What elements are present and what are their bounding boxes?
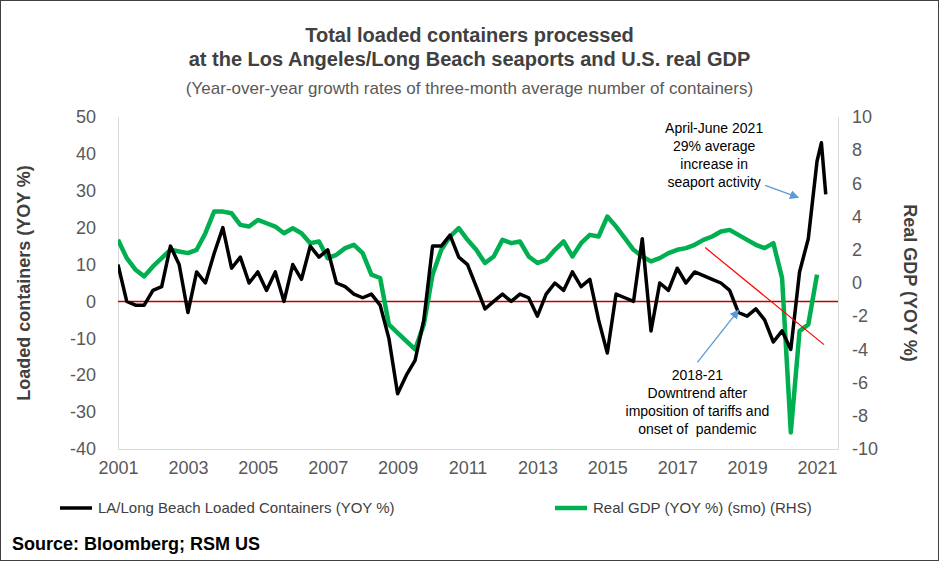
tick-label: 6 xyxy=(852,174,862,194)
axis-line xyxy=(119,449,839,450)
annotation-arrow xyxy=(697,310,738,362)
tick-label: -2 xyxy=(852,306,868,326)
tick-label: 2009 xyxy=(378,458,418,478)
tick-label: -4 xyxy=(852,340,868,360)
tick-label: 4 xyxy=(852,207,862,227)
y-axis: -40 -30 -20 -10 0 10 20 30 40 50 xyxy=(70,107,119,459)
tick-label: -8 xyxy=(852,406,868,426)
tick-label: -10 xyxy=(852,439,878,459)
tick: 2001 xyxy=(98,449,138,478)
frame xyxy=(1,1,939,561)
legend-swatch xyxy=(555,506,587,511)
legend-item: LA/Long Beach Loaded Containers (YOY %) xyxy=(60,499,395,516)
axis-line xyxy=(118,118,119,450)
tick: 2017 xyxy=(658,449,698,478)
tick: -8 xyxy=(838,406,868,426)
tick-label: 2019 xyxy=(728,458,768,478)
tick: 2005 xyxy=(238,449,278,478)
chart: Total loaded containers processedat the … xyxy=(0,0,939,561)
tick: 10 xyxy=(838,107,872,127)
tick-label: -30 xyxy=(70,402,96,422)
y2-axis-title: Real GDP (YOY %) xyxy=(900,204,920,361)
tick: 2007 xyxy=(308,449,348,478)
tick: -20 xyxy=(70,365,118,385)
tick: 0 xyxy=(838,273,862,293)
legend-label: LA/Long Beach Loaded Containers (YOY %) xyxy=(98,499,395,516)
title: Total loaded containers processed xyxy=(305,24,634,46)
tick: 2003 xyxy=(168,449,208,478)
tick: 20 xyxy=(76,218,118,238)
tick: 40 xyxy=(76,144,118,164)
tick: 2009 xyxy=(378,449,418,478)
tick-label: 2003 xyxy=(168,458,208,478)
tick-label: -10 xyxy=(70,329,96,349)
tick: 8 xyxy=(838,140,862,160)
tick: -4 xyxy=(838,340,868,360)
tick: 50 xyxy=(76,107,118,127)
tick-label: 10 xyxy=(852,107,872,127)
reference-line xyxy=(118,301,838,303)
annotation-text: 29% average xyxy=(673,138,756,154)
legend-swatch xyxy=(60,506,92,510)
tick-label: -20 xyxy=(70,365,96,385)
annotation-text: Downtrend after xyxy=(648,385,748,401)
tick: 10 xyxy=(76,255,118,275)
tick-label: 20 xyxy=(76,218,96,238)
tick: -40 xyxy=(70,439,118,459)
tick-label: 10 xyxy=(76,255,96,275)
y2-axis: -10 -8 -6 -4 -2 0 2 4 6 8 10 xyxy=(838,107,878,459)
tick: -10 xyxy=(70,329,118,349)
tick: 30 xyxy=(76,181,118,201)
y-axis-title: Loaded containers (YOY %) xyxy=(14,165,34,401)
tick-label: -40 xyxy=(70,439,96,459)
annotation-text: 2018-21 xyxy=(672,367,724,383)
tick-label: 0 xyxy=(86,292,96,312)
tick-label: 2017 xyxy=(658,458,698,478)
legend-item: Real GDP (YOY %) (smo) (RHS) xyxy=(555,499,812,516)
tick: -6 xyxy=(838,373,868,393)
tick: 2021 xyxy=(798,449,838,478)
annotation-text: seaport activity xyxy=(667,174,760,190)
tick-label: 2021 xyxy=(798,458,838,478)
tick-label: 8 xyxy=(852,140,862,160)
tick: 2011 xyxy=(449,449,488,478)
tick: 4 xyxy=(838,207,862,227)
tick: -2 xyxy=(838,306,868,326)
tick: 2013 xyxy=(518,449,558,478)
tick: 2019 xyxy=(728,449,768,478)
tick-label: 2011 xyxy=(449,458,488,478)
subtitle: (Year-over-year growth rates of three-mo… xyxy=(186,79,753,98)
tick-label: 2001 xyxy=(98,458,138,478)
series-line xyxy=(118,212,817,433)
tick-label: 40 xyxy=(76,144,96,164)
annotation-text: increase in xyxy=(680,156,748,172)
tick: 2 xyxy=(838,240,862,260)
tick-label: 30 xyxy=(76,181,96,201)
tick: -30 xyxy=(70,402,118,422)
tick: -10 xyxy=(838,439,878,459)
legend-label: Real GDP (YOY %) (smo) (RHS) xyxy=(593,499,812,516)
tick: 0 xyxy=(86,292,118,312)
tick-label: 2013 xyxy=(518,458,558,478)
tick-label: 0 xyxy=(852,273,862,293)
tick-label: -6 xyxy=(852,373,868,393)
tick: 2015 xyxy=(588,449,628,478)
tick-label: 50 xyxy=(76,107,96,127)
axis-line xyxy=(838,118,839,450)
source: Source: Bloomberg; RSM US xyxy=(12,534,260,554)
tick-label: 2005 xyxy=(238,458,278,478)
title: at the Los Angeles/Long Beach seaports a… xyxy=(189,48,751,70)
tick-label: 2015 xyxy=(588,458,628,478)
tick-label: 2 xyxy=(852,240,862,260)
tick: 6 xyxy=(838,174,862,194)
annotation-text: onset of pandemic xyxy=(638,421,756,437)
series-line xyxy=(118,143,826,394)
tick-label: 2007 xyxy=(308,458,348,478)
plot-area xyxy=(118,143,838,433)
x-axis: 2001 2003 2005 2007 2009 2011 2013 2015 2017 2019… xyxy=(98,449,838,478)
annotation-text: imposition of tariffs and xyxy=(626,403,770,419)
annotation-arrow xyxy=(765,185,798,197)
annotation-text: April-June 2021 xyxy=(665,120,763,136)
